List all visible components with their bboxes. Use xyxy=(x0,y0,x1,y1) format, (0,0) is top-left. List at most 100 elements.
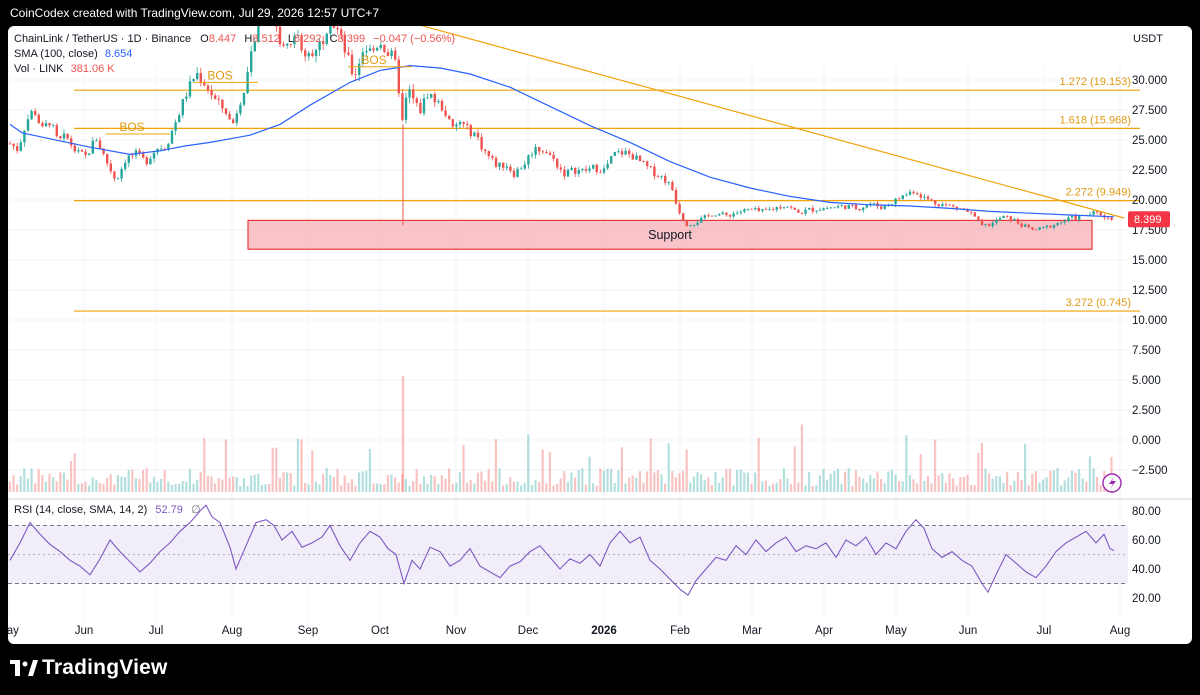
candle-body xyxy=(851,204,854,206)
volume-bar xyxy=(653,472,656,492)
candle-body xyxy=(116,178,120,180)
volume-bar xyxy=(307,484,310,492)
candle-body xyxy=(440,100,444,111)
candle-body xyxy=(408,89,411,98)
candle-body xyxy=(509,166,512,171)
candle-body xyxy=(800,212,804,214)
candle-body xyxy=(73,145,76,152)
candle-body xyxy=(1006,216,1009,217)
price-tick: 0.000 xyxy=(1132,435,1161,447)
support-label: Support xyxy=(648,228,692,242)
candle-body xyxy=(131,155,134,157)
volume-bar xyxy=(142,470,145,492)
volume-bar xyxy=(919,454,922,492)
candle-body xyxy=(376,48,379,51)
price-tick: 17.500 xyxy=(1132,225,1167,237)
volume-bar xyxy=(664,483,667,492)
volume-bar xyxy=(289,472,292,492)
volume-bar xyxy=(991,478,994,492)
candle-body xyxy=(977,216,980,220)
price-tick: 7.500 xyxy=(1132,345,1161,357)
candle-body xyxy=(926,196,930,200)
volume-bar xyxy=(170,484,173,492)
candle-body xyxy=(638,155,642,162)
candle-body xyxy=(656,176,660,177)
candle-body xyxy=(487,150,490,157)
volume-bar xyxy=(455,482,458,492)
volume-bar xyxy=(617,470,620,492)
volume-bar xyxy=(502,485,505,492)
volume-bar xyxy=(1070,470,1073,492)
volume-bar xyxy=(786,478,789,492)
volume-bar xyxy=(66,479,69,492)
candle-body xyxy=(365,50,368,53)
candle-body xyxy=(300,35,303,51)
svg-text:RSI (14, close, SMA, 14, 2): RSI (14, close, SMA, 14, 2) 52.79 ∅ xyxy=(14,504,201,516)
volume-bar xyxy=(134,478,137,492)
volume-bar xyxy=(559,478,562,492)
volume-bar xyxy=(862,478,865,492)
volume-bar xyxy=(588,456,591,492)
price-chart[interactable]: 0.236 (28.688)0.618 (25.172)1.272 (19.15… xyxy=(8,26,1192,644)
price-axis[interactable]: 30.000 27.500 25.000 22.500 20.000 17.500 15.0… xyxy=(1132,75,1168,477)
rsi-pane: 80.00 60.00 40.00 20.00 xyxy=(8,504,1161,605)
ideas-icon[interactable] xyxy=(1102,473,1122,493)
volume-bar xyxy=(426,483,429,492)
volume-bar xyxy=(185,481,188,492)
volume-bar xyxy=(977,452,980,492)
time-axis[interactable]: May Jun Jul Aug Sep Oct Nov Dec 2026 Feb Mar Apr May… xyxy=(8,625,1130,637)
candle-body xyxy=(599,171,602,173)
candle-body xyxy=(862,207,865,211)
candle-body xyxy=(372,48,375,51)
candle-body xyxy=(880,206,883,209)
volume-bar xyxy=(1063,480,1066,492)
volume-bar xyxy=(894,474,897,492)
volume-bar xyxy=(602,470,605,492)
volume-bar xyxy=(12,475,15,492)
candle-body xyxy=(458,121,462,125)
volume-bar xyxy=(710,485,713,492)
candle-body xyxy=(865,205,868,208)
volume-bar xyxy=(883,483,886,492)
volume-bar xyxy=(386,475,389,492)
volume-bar xyxy=(905,435,908,492)
legend: ChainLink / TetherUS · 1D · Binance O8.4… xyxy=(14,33,455,516)
candle-body xyxy=(523,164,526,169)
volume-bar xyxy=(196,479,199,492)
chart-panel[interactable]: 0.236 (28.688)0.618 (25.172)1.272 (19.15… xyxy=(8,26,1192,644)
volume-bar xyxy=(952,478,955,492)
rsi-tick: 20.00 xyxy=(1132,593,1161,605)
candle-body xyxy=(19,142,22,151)
volume-bar xyxy=(685,449,688,492)
volume-bar xyxy=(959,477,962,492)
candle-body xyxy=(322,41,325,44)
symbol-name: ChainLink / TetherUS · 1D · Binance xyxy=(14,33,191,45)
volume-bar xyxy=(761,481,764,492)
candle-body xyxy=(563,169,566,177)
candle-body xyxy=(728,215,732,217)
volume-bar xyxy=(26,478,29,492)
volume-bar xyxy=(984,468,987,492)
volume-bar xyxy=(865,482,868,492)
volume-bar xyxy=(322,474,325,492)
volume-bar xyxy=(1060,485,1063,492)
candle-body xyxy=(473,132,476,137)
volume-bar xyxy=(1067,477,1070,492)
candle-body xyxy=(883,205,886,209)
volume-bar xyxy=(419,483,422,492)
volume-bar xyxy=(916,483,919,492)
candle-body xyxy=(1060,222,1063,224)
volume-bar xyxy=(775,482,778,492)
volume-bar xyxy=(145,468,148,492)
candle-body xyxy=(541,151,544,153)
volume-bar xyxy=(37,469,40,492)
volume-bar xyxy=(858,476,861,492)
volume-bar xyxy=(163,469,166,492)
volume-bar xyxy=(545,483,548,492)
candle-body xyxy=(30,110,33,120)
candle-body xyxy=(1052,225,1056,228)
volume-bar xyxy=(754,472,757,492)
candle-body xyxy=(1096,211,1099,213)
volume-bar xyxy=(217,477,220,492)
volume-bar xyxy=(700,474,703,492)
